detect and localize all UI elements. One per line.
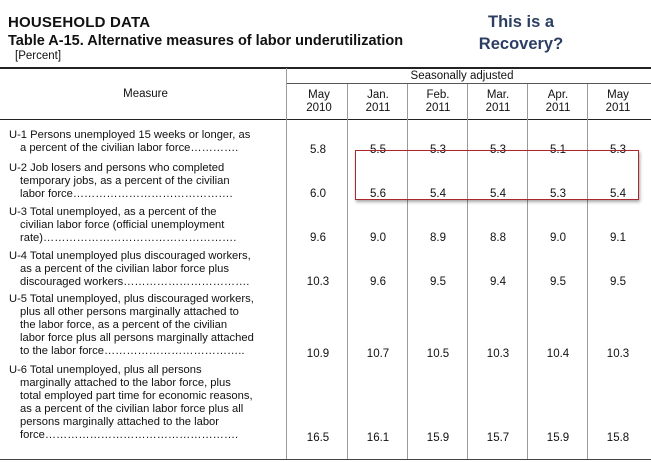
table-cell: 9.5 [550, 276, 566, 288]
row-label-line: U-3 Total unemployed, as a percent of th… [9, 206, 217, 218]
table-cell: 5.4 [490, 188, 506, 200]
table-cell: 9.6 [310, 232, 326, 244]
table-cell: 5.8 [310, 144, 326, 156]
row-label-line: a percent of the civilian labor force………… [20, 142, 239, 154]
table-row-u1-label: U-1 Persons unemployed 15 weeks or longe… [9, 129, 287, 155]
column-header-month: Jan. [367, 89, 389, 101]
seasonally-adjusted-header: Seasonally adjusted [410, 70, 514, 82]
table-cell: 9.5 [610, 276, 626, 288]
highlight-box [355, 150, 639, 200]
table-cell: 10.3 [606, 348, 630, 360]
table-row-u4-label: U-4 Total unemployed plus discouraged wo… [9, 250, 287, 289]
table-cell: 9.0 [550, 232, 566, 244]
row-label-line: labor force plus all persons marginally … [20, 332, 254, 344]
column-header-jan-2011: Jan. 2011 [348, 89, 408, 115]
row-label-line: U-1 Persons unemployed 15 weeks or longe… [9, 129, 251, 141]
column-header-month: May [308, 89, 330, 101]
table-cell: 6.0 [310, 188, 326, 200]
table-cell: 9.0 [370, 232, 386, 244]
table-cell: 10.7 [366, 348, 390, 360]
annotation-line-1: This is a [487, 13, 555, 31]
row-label-line: plus all other persons marginally attach… [20, 306, 239, 318]
row-label-line: persons marginally attached to the labor [20, 416, 220, 428]
column-header-year: 2011 [545, 102, 571, 114]
column-divider [407, 84, 408, 459]
table-cell: 9.5 [430, 276, 446, 288]
column-header-month: May [607, 89, 629, 101]
table-cell: 10.5 [426, 348, 450, 360]
table-cell: 8.9 [430, 232, 446, 244]
row-label-line: U-6 Total unemployed, plus all persons [9, 364, 202, 376]
row-label-line: to the labor force……………………………….. [20, 345, 245, 357]
row-label-line: labor force……………………………………. [20, 188, 233, 200]
column-divider [587, 84, 588, 459]
table-row-u6-label: U-6 Total unemployed, plus all persons m… [9, 364, 287, 442]
table-cell: 10.3 [306, 276, 330, 288]
table-cell: 8.8 [490, 232, 506, 244]
row-label-line: the labor force, as a percent of the civ… [20, 319, 228, 331]
column-header-mar-2011: Mar. 2011 [468, 89, 528, 115]
table-cell: 5.4 [610, 188, 626, 200]
column-header-may-2010: May 2010 [289, 89, 349, 115]
table-cell: 5.4 [430, 188, 446, 200]
table-cell: 10.9 [306, 348, 330, 360]
column-divider [347, 84, 348, 459]
row-label-line: U-2 Job losers and persons who completed [9, 162, 225, 174]
data-table: Seasonally adjusted Measure May 2010 Jan… [0, 66, 651, 462]
table-cell: 16.1 [366, 432, 390, 444]
row-label-line: total employed part time for economic re… [20, 390, 253, 402]
row-label-line: U-5 Total unemployed, plus discouraged w… [9, 293, 254, 305]
column-header-year: 2010 [306, 102, 332, 114]
row-label-line: marginally attached to the labor force, … [20, 377, 231, 389]
column-header-year: 2011 [365, 102, 391, 114]
table-cell: 15.9 [546, 432, 570, 444]
column-header-year: 2011 [425, 102, 451, 114]
table-cell: 15.9 [426, 432, 450, 444]
annotation-callout: This is a Recovery? [468, 11, 574, 55]
table-row-u5-label: U-5 Total unemployed, plus discouraged w… [9, 293, 287, 358]
annotation-line-2: Recovery? [478, 35, 564, 53]
row-label-line: U-4 Total unemployed plus discouraged wo… [9, 250, 251, 262]
table-title: Table A-15. Alternative measures of labo… [8, 33, 404, 49]
column-header-month: Feb. [426, 89, 450, 101]
column-header-month: Mar. [486, 89, 510, 101]
table-cell: 16.5 [306, 432, 330, 444]
measure-column-header: Measure [123, 88, 168, 100]
table-top-rule [0, 67, 651, 69]
unit-label: [Percent] [15, 50, 62, 62]
column-header-year: 2011 [605, 102, 631, 114]
column-header-feb-2011: Feb. 2011 [408, 89, 468, 115]
section-heading: HOUSEHOLD DATA [8, 14, 151, 31]
row-label-line: rate)……………………………………………. [20, 232, 237, 244]
table-row-u2-label: U-2 Job losers and persons who completed… [9, 162, 287, 201]
row-label-line: force……………………………………………. [20, 429, 239, 441]
column-header-year: 2011 [485, 102, 511, 114]
column-header-apr-2011: Apr. 2011 [528, 89, 588, 115]
row-label-line: temporary jobs, as a percent of the civi… [20, 175, 230, 187]
row-label-line: as a percent of the civilian labor force… [20, 403, 244, 415]
table-cell: 10.3 [486, 348, 510, 360]
table-cell: 15.7 [486, 432, 510, 444]
table-cell: 9.4 [490, 276, 506, 288]
table-cell: 5.3 [550, 188, 566, 200]
row-label-line: as a percent of the civilian labor force… [20, 263, 229, 275]
row-label-line: civilian labor force (official unemploym… [20, 219, 225, 231]
column-header-may-2011: May 2011 [588, 89, 648, 115]
header-bottom-rule [0, 119, 651, 120]
column-divider [286, 68, 287, 459]
group-header-rule [287, 83, 651, 84]
column-divider [467, 84, 468, 459]
table-cell: 9.6 [370, 276, 386, 288]
column-header-month: Apr. [547, 89, 569, 101]
table-cell: 9.1 [610, 232, 626, 244]
table-cell: 15.8 [606, 432, 630, 444]
table-cell: 5.6 [370, 188, 386, 200]
row-label-line: discouraged workers……………………………. [20, 276, 250, 288]
table-bottom-rule [0, 459, 651, 460]
column-divider [527, 84, 528, 459]
table-row-u3-label: U-3 Total unemployed, as a percent of th… [9, 206, 287, 245]
table-cell: 10.4 [546, 348, 570, 360]
